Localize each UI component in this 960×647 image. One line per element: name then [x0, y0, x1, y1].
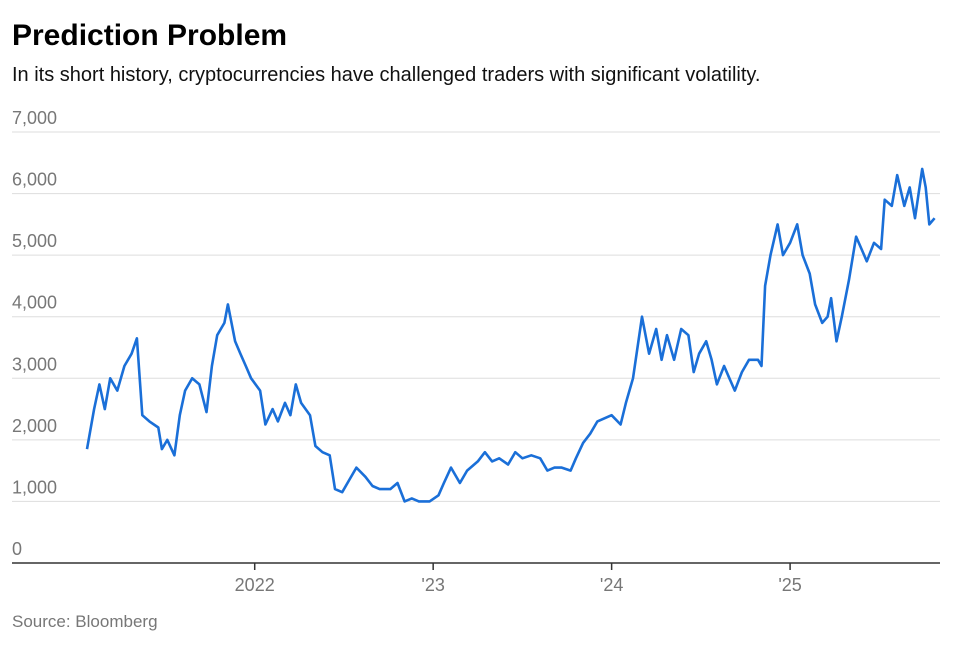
y-tick-label: 1,000 — [12, 477, 57, 497]
source: Source: Bloomberg — [12, 612, 158, 631]
y-tick-label: 0 — [12, 539, 22, 559]
x-tick-label: '23 — [421, 575, 444, 595]
chart-title: Prediction Problem — [12, 19, 287, 52]
y-tick-label: 5,000 — [12, 231, 57, 251]
line — [85, 167, 936, 503]
chart-subtitle: In its short history, cryptocurrencies h… — [12, 64, 760, 86]
y-tick-label: 3,000 — [12, 354, 57, 374]
x-tick-label: '25 — [778, 575, 801, 595]
y-tick-label: 4,000 — [12, 293, 57, 313]
y-tick-label: 7,000 — [12, 108, 57, 128]
y-tick-label: 6,000 — [12, 170, 57, 190]
x-tick-label: '24 — [600, 575, 623, 595]
x-tick-label: 2022 — [235, 575, 275, 595]
y-tick-label: 2,000 — [12, 416, 57, 436]
